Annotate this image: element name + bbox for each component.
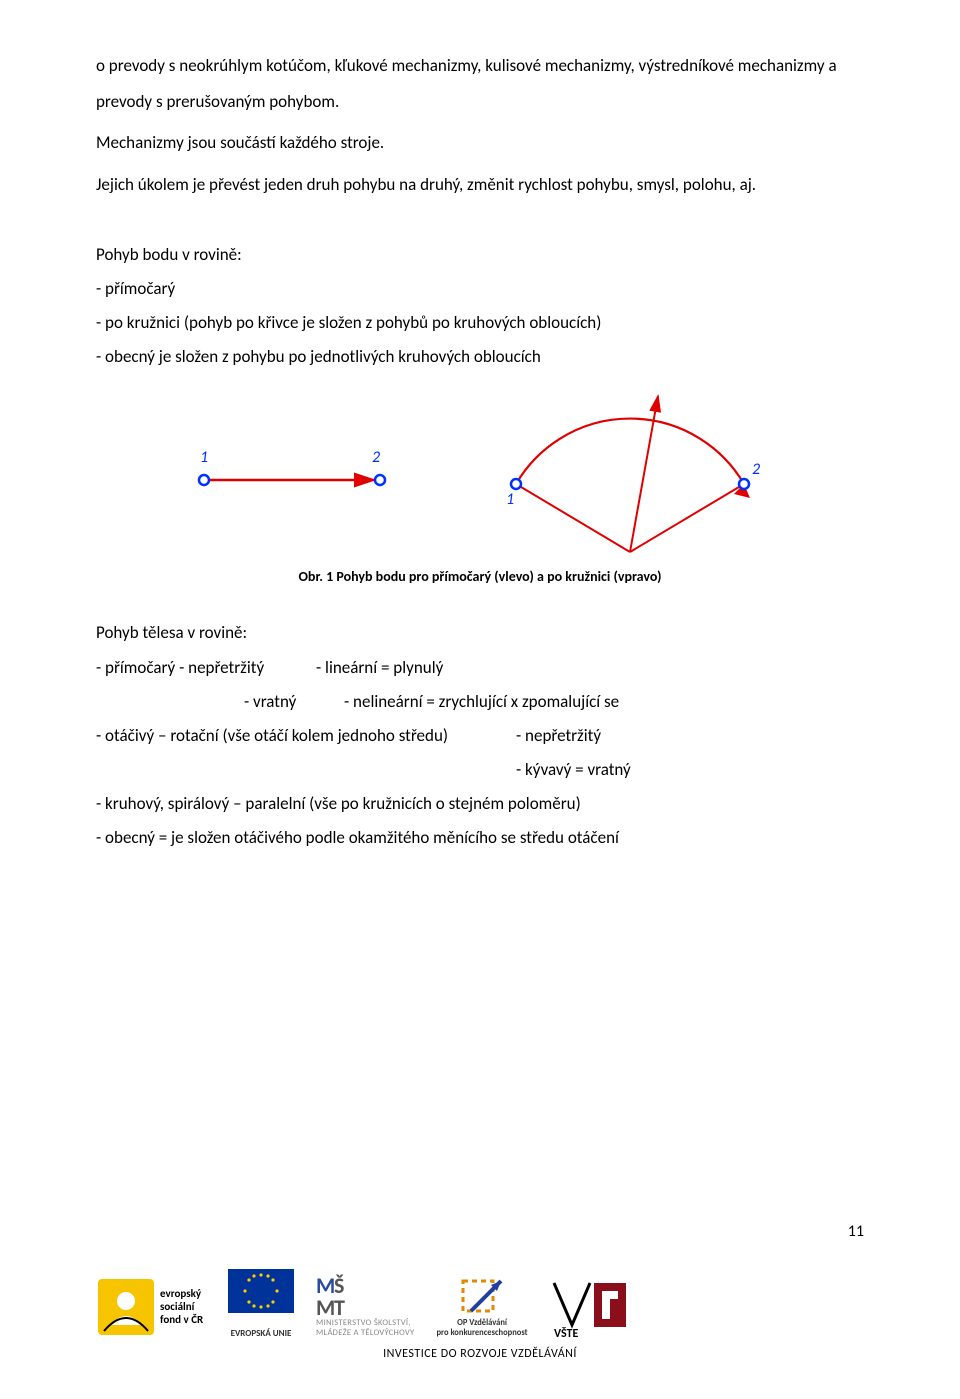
footer: 11 evropský sociální fond v ČR xyxy=(96,1269,864,1361)
svg-text:M: M xyxy=(316,1294,335,1319)
section1-b1: - přímočarý xyxy=(96,272,864,306)
vste-logo: VŠTE xyxy=(550,1281,628,1339)
msmt-logo: M Š M T MINISTERSTVO ŠKOLSTVÍ, MLÁDEŽE A… xyxy=(316,1273,415,1339)
intro-p3: Jejich úkolem je převést jeden druh pohy… xyxy=(96,167,864,203)
svg-text:fond v ČR: fond v ČR xyxy=(160,1313,204,1326)
figure-caption: Obr. 1 Pohyb bodu pro přímočarý (vlevo) … xyxy=(96,568,864,585)
fig-left-label-1: 1 xyxy=(200,448,208,467)
s2-l1b: - lineární = plynulý xyxy=(316,651,443,685)
s2-l6: - obecný = je složen otáčivého podle oka… xyxy=(96,821,864,855)
svg-text:VŠTE: VŠTE xyxy=(554,1327,578,1339)
fig-right-arc xyxy=(516,419,744,484)
s2-l5: - kruhový, spirálový – paralelní (vše po… xyxy=(96,787,864,821)
s2-l2b: - nelineární = zrychlující x zpomalující… xyxy=(344,685,619,719)
op-l2: pro konkurenceschopnost xyxy=(437,1329,528,1339)
section1-title: Pohyb bodu v rovině: xyxy=(96,237,864,273)
s2-l2a: - vratný xyxy=(244,685,344,719)
fig-left-pt2 xyxy=(375,475,385,485)
figure-1: 1 2 1 2 xyxy=(96,392,864,562)
fig-right-label-2: 2 xyxy=(752,460,760,479)
footer-tagline: INVESTICE DO ROZVOJE VZDĚLÁVÁNÍ xyxy=(96,1347,864,1361)
fig-right-ray1 xyxy=(516,484,630,552)
section1-b3: - obecný je složen z pohybu po jednotliv… xyxy=(96,340,864,374)
op-logo: OP Vzdělávání pro konkurenceschopnost xyxy=(437,1275,528,1339)
msmt-l2: MLÁDEŽE A TĚLOVÝCHOVY xyxy=(316,1329,415,1339)
fig-right-ray2 xyxy=(630,484,744,552)
eu-label: EVROPSKÁ UNIE xyxy=(231,1329,292,1339)
svg-text:evropský: evropský xyxy=(160,1287,202,1300)
intro-p1: o prevody s neokrúhlym kotúčom, kľukové … xyxy=(96,48,864,119)
svg-text:T: T xyxy=(334,1294,345,1319)
svg-text:sociální: sociální xyxy=(160,1300,196,1313)
esf-logo: evropský sociální fond v ČR xyxy=(96,1275,206,1339)
eu-logo: EVROPSKÁ UNIE xyxy=(228,1269,294,1339)
fig-right-label-1: 1 xyxy=(506,490,514,509)
page-number: 11 xyxy=(848,1222,864,1241)
fig-right-pt2 xyxy=(739,479,749,489)
s2-l1a: - přímočarý - nepřetržitý xyxy=(96,651,316,685)
section1-b2: - po kružnici (pohyb po křivce je složen… xyxy=(96,306,864,340)
fig-left-pt1 xyxy=(199,475,209,485)
fig-left-label-2: 2 xyxy=(372,448,380,467)
intro-p2: Mechanizmy jsou součástí každého stroje. xyxy=(96,125,864,161)
s2-l3a: - otáčivý – rotační (vše otáčí kolem jed… xyxy=(96,719,516,753)
s2-l4: - kývavý = vratný xyxy=(516,759,631,780)
fig-right-pt1 xyxy=(511,479,521,489)
section2-title: Pohyb tělesa v rovině: xyxy=(96,615,864,651)
s2-l3b: - nepřetržitý xyxy=(516,719,601,753)
